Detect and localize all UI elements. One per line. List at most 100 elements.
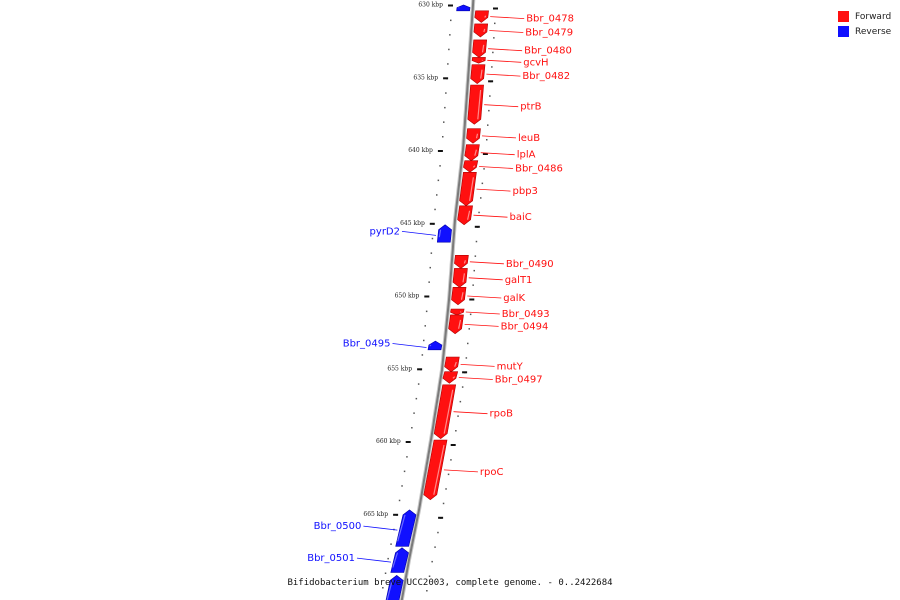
- gene-label: Bbr_0493: [502, 309, 550, 320]
- gene-highlight: [472, 165, 476, 168]
- gene-unlabeled: [456, 4, 471, 12]
- minor-tick-right: [457, 415, 459, 417]
- gene-bbr_0480: [472, 39, 488, 58]
- legend-reverse: Reverse: [838, 24, 891, 39]
- minor-tick-left: [413, 412, 415, 414]
- gene-highlight: [484, 15, 487, 18]
- minor-tick-left: [421, 354, 424, 356]
- major-tick-left: [443, 77, 449, 80]
- gene-label: gcvH: [523, 57, 548, 68]
- gene-highlight: [469, 177, 474, 201]
- minor-tick-right: [447, 473, 450, 476]
- gene-label: Bbr_0478: [526, 14, 574, 25]
- minor-tick-right: [450, 459, 452, 461]
- minor-tick-right: [459, 400, 462, 403]
- gene-label-leader: [401, 231, 437, 236]
- gene-label-leader: [443, 469, 478, 473]
- gene-label: Bbr_0490: [506, 259, 554, 270]
- minor-tick-left: [444, 106, 446, 109]
- minor-tick-left: [447, 63, 449, 65]
- gene-highlight: [480, 69, 483, 79]
- axis-tick-label: 635 kbp: [413, 74, 438, 81]
- gene-bbr_0490: [454, 255, 469, 269]
- axis-tick-label: 630 kbp: [418, 2, 443, 9]
- gene-label: galT1: [505, 275, 533, 286]
- major-tick-right: [450, 444, 456, 446]
- minor-tick-right: [455, 430, 457, 432]
- gene-label-leader: [481, 135, 517, 139]
- gene-label: Bbr_0501: [307, 553, 355, 564]
- minor-tick-right: [426, 590, 428, 592]
- gene-highlight: [458, 319, 462, 329]
- gene-label-leader: [486, 73, 521, 77]
- gene-label: Bbr_0482: [522, 71, 570, 82]
- gene-label: Bbr_0500: [314, 521, 362, 532]
- gene-label: baiC: [510, 212, 532, 223]
- minor-tick-right: [474, 255, 477, 257]
- gene-leub: [466, 128, 481, 144]
- gene-pyrd2: [436, 224, 452, 243]
- major-tick-left: [437, 150, 443, 152]
- minor-tick-left: [445, 92, 447, 94]
- minor-tick-right: [431, 560, 433, 563]
- major-tick-right: [493, 7, 498, 10]
- minor-tick-right: [442, 502, 445, 505]
- gene-label: pyrD2: [370, 226, 400, 237]
- gene-label-leader: [460, 364, 495, 367]
- minor-tick-right: [465, 357, 468, 359]
- minor-tick-right: [488, 109, 490, 112]
- reverse-swatch: [838, 26, 849, 37]
- gene-label-leader: [480, 152, 515, 156]
- gene-label-leader: [464, 324, 499, 327]
- gene-highlight: [474, 149, 477, 156]
- minor-tick-right: [480, 197, 482, 199]
- major-tick-left: [405, 441, 411, 443]
- minor-tick-left: [384, 572, 387, 574]
- gene-label-leader: [484, 104, 519, 108]
- gene-highlight: [454, 361, 457, 367]
- minor-tick-right: [461, 386, 464, 388]
- gene-bbr_0486: [463, 160, 479, 173]
- gene-label: leuB: [518, 133, 540, 144]
- minor-tick-left: [443, 121, 445, 123]
- minor-tick-left: [401, 485, 403, 487]
- minor-tick-left: [448, 48, 450, 51]
- minor-tick-right: [493, 37, 495, 39]
- minor-tick-right: [478, 211, 480, 214]
- major-tick-right: [474, 225, 480, 228]
- major-tick-left: [448, 4, 453, 7]
- gene-highlight: [438, 229, 442, 238]
- minor-tick-right: [467, 342, 469, 345]
- minor-tick-left: [425, 310, 428, 313]
- gene-bbr_0482: [470, 64, 486, 84]
- gene-muty: [444, 356, 460, 373]
- minor-tick-left: [403, 470, 406, 473]
- gene-label: Bbr_0495: [343, 339, 391, 350]
- gene-label-leader: [392, 343, 427, 348]
- gene-label-leader: [488, 48, 523, 52]
- minor-tick-left: [417, 383, 420, 385]
- gene-pbp3: [459, 172, 477, 207]
- gene-label-leader: [479, 166, 514, 169]
- gene-highlight: [460, 292, 464, 300]
- minor-tick-right: [469, 313, 472, 316]
- axis-tick-label: 660 kbp: [376, 438, 401, 445]
- gene-label-leader: [356, 557, 392, 563]
- minor-tick-right: [437, 531, 439, 534]
- gene-bbr_0478: [474, 10, 489, 23]
- legend: Forward Reverse: [838, 9, 891, 39]
- major-tick-right: [469, 298, 475, 301]
- gene-label-leader: [453, 411, 488, 415]
- gene-features: [385, 4, 489, 600]
- gene-rpoc: [423, 439, 448, 501]
- axis-tick-label: 640 kbp: [408, 147, 433, 154]
- minor-tick-left: [436, 194, 438, 196]
- gene-label-leader: [489, 30, 524, 33]
- gene-label: rpoB: [490, 409, 514, 420]
- gene-highlight: [460, 311, 462, 313]
- gene-label: galK: [503, 293, 525, 304]
- minor-tick-left: [428, 281, 430, 283]
- gene-bbr_0493: [450, 308, 465, 316]
- gene-label-leader: [467, 295, 502, 299]
